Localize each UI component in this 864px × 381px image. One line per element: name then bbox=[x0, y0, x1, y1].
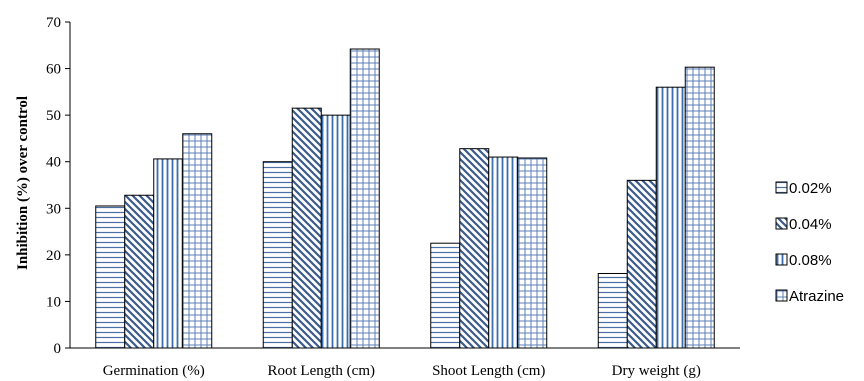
bar-germination-0-08 bbox=[153, 158, 184, 349]
category-label-root-length-cm: Root Length (cm) bbox=[268, 363, 375, 379]
legend-swatch-0-04 bbox=[775, 217, 788, 230]
bar-dry-weight-g-atrazine bbox=[684, 66, 715, 349]
y-tick-label: 50 bbox=[46, 108, 61, 124]
bars bbox=[95, 48, 715, 349]
category-labels: Germination (%) Root Length (cm) Shoot Len… bbox=[103, 363, 701, 379]
bar-dry-weight-g-0-04 bbox=[626, 179, 657, 349]
legend-swatch-atrazine bbox=[775, 289, 788, 302]
bar-dry-weight-g-0-08 bbox=[655, 86, 686, 349]
y-tick-label: 20 bbox=[46, 248, 61, 264]
legend-swatch-0-02 bbox=[775, 181, 788, 194]
bar-root-length-cm-0-02 bbox=[262, 161, 293, 349]
bar-dry-weight-g-0-02 bbox=[597, 272, 628, 349]
bar-germination-0-04 bbox=[124, 194, 155, 349]
bar-root-length-cm-atrazine bbox=[349, 48, 380, 349]
legend-label-atrazine: Atrazine bbox=[789, 288, 844, 305]
axes bbox=[69, 22, 740, 349]
y-tick-label: 0 bbox=[54, 341, 62, 357]
category-label-shoot-length-cm: Shoot Length (cm) bbox=[432, 363, 545, 379]
legend-swatch-0-08 bbox=[775, 253, 788, 266]
y-axis-label: Inhibition (%) over control bbox=[15, 96, 31, 270]
y-tick-label: 10 bbox=[46, 294, 61, 310]
legend: 0.02% 0.04% 0.08% Atrazine bbox=[775, 180, 844, 305]
legend-label-0-02: 0.02% bbox=[789, 180, 832, 197]
bar-germination-0-02 bbox=[95, 205, 126, 349]
bar-germination-atrazine bbox=[182, 133, 213, 349]
category-label-germination: Germination (%) bbox=[103, 363, 205, 379]
bar-shoot-length-cm-0-02 bbox=[430, 242, 461, 349]
legend-label-0-04: 0.04% bbox=[789, 216, 832, 233]
y-tick-label: 70 bbox=[46, 15, 61, 31]
bar-root-length-cm-0-08 bbox=[320, 114, 351, 349]
legend-label-0-08: 0.08% bbox=[789, 252, 832, 269]
bar-shoot-length-cm-0-04 bbox=[459, 148, 490, 349]
bar-shoot-length-cm-0-08 bbox=[488, 156, 519, 349]
y-axis-ticks: 0 10 20 30 40 50 60 70 bbox=[46, 15, 70, 357]
y-tick-label: 60 bbox=[46, 62, 61, 78]
bar-root-length-cm-0-04 bbox=[291, 107, 322, 349]
category-label-dry-weight-g: Dry weight (g) bbox=[612, 363, 701, 379]
y-tick-label: 30 bbox=[46, 201, 61, 217]
y-tick-label: 40 bbox=[46, 155, 61, 171]
bar-shoot-length-cm-atrazine bbox=[517, 157, 548, 349]
